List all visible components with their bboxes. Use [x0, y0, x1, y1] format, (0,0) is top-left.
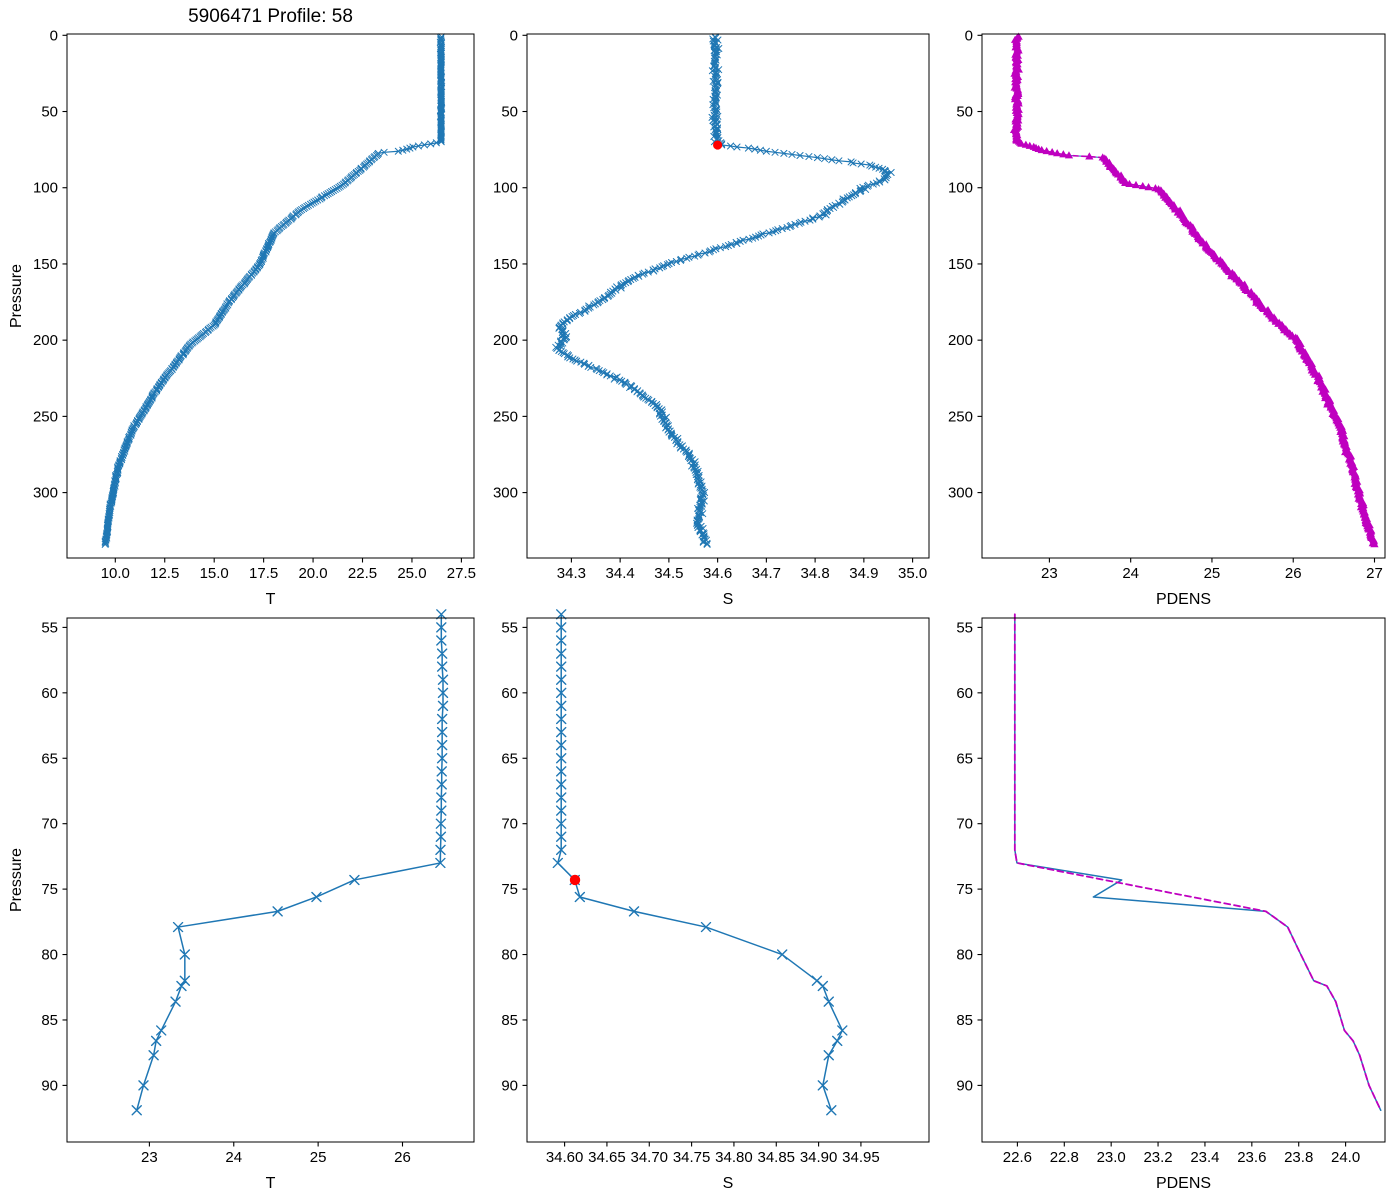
svg-text:85: 85: [501, 1012, 518, 1029]
svg-text:75: 75: [956, 881, 973, 898]
svg-text:75: 75: [501, 881, 518, 898]
svg-text:12.5: 12.5: [150, 565, 179, 582]
svg-text:200: 200: [948, 332, 973, 349]
svg-text:S: S: [723, 1175, 734, 1192]
svg-text:PDENS: PDENS: [1156, 591, 1211, 608]
svg-text:34.85: 34.85: [757, 1149, 795, 1166]
svg-text:250: 250: [493, 408, 518, 425]
svg-text:85: 85: [41, 1012, 58, 1029]
svg-text:T: T: [266, 1175, 276, 1192]
svg-text:T: T: [266, 591, 276, 608]
svg-text:25.0: 25.0: [397, 565, 426, 582]
svg-text:22.6: 22.6: [1003, 1149, 1032, 1166]
svg-text:24: 24: [225, 1149, 242, 1166]
svg-text:50: 50: [501, 104, 518, 121]
svg-text:100: 100: [33, 180, 58, 197]
svg-text:34.7: 34.7: [752, 565, 781, 582]
svg-text:34.5: 34.5: [654, 565, 683, 582]
svg-text:23.0: 23.0: [1097, 1149, 1126, 1166]
svg-text:34.90: 34.90: [800, 1149, 838, 1166]
svg-text:22.5: 22.5: [348, 565, 377, 582]
svg-text:50: 50: [41, 104, 58, 121]
svg-text:80: 80: [501, 947, 518, 964]
svg-text:65: 65: [956, 750, 973, 767]
svg-text:90: 90: [41, 1077, 58, 1094]
svg-text:PDENS: PDENS: [1156, 1175, 1211, 1192]
svg-text:65: 65: [41, 750, 58, 767]
svg-text:300: 300: [948, 485, 973, 502]
svg-text:34.8: 34.8: [801, 565, 830, 582]
svg-text:20.0: 20.0: [298, 565, 327, 582]
svg-text:17.5: 17.5: [249, 565, 278, 582]
svg-text:27: 27: [1366, 565, 1383, 582]
svg-text:70: 70: [956, 816, 973, 833]
svg-text:55: 55: [956, 619, 973, 636]
svg-text:90: 90: [956, 1077, 973, 1094]
svg-text:300: 300: [33, 485, 58, 502]
svg-text:26: 26: [394, 1149, 411, 1166]
svg-text:15.0: 15.0: [200, 565, 229, 582]
svg-text:25: 25: [310, 1149, 327, 1166]
svg-text:10.0: 10.0: [101, 565, 130, 582]
svg-text:27.5: 27.5: [447, 565, 476, 582]
svg-text:34.70: 34.70: [630, 1149, 668, 1166]
svg-text:24.0: 24.0: [1331, 1149, 1360, 1166]
svg-text:22.8: 22.8: [1050, 1149, 1079, 1166]
svg-text:34.9: 34.9: [849, 565, 878, 582]
svg-text:50: 50: [956, 104, 973, 121]
svg-text:25: 25: [1204, 565, 1221, 582]
svg-text:35.0: 35.0: [898, 565, 927, 582]
svg-text:75: 75: [41, 881, 58, 898]
svg-text:70: 70: [501, 816, 518, 833]
svg-text:65: 65: [501, 750, 518, 767]
svg-text:150: 150: [948, 256, 973, 273]
svg-text:23.8: 23.8: [1284, 1149, 1313, 1166]
svg-text:Pressure: Pressure: [8, 264, 25, 328]
svg-text:200: 200: [33, 332, 58, 349]
svg-text:23.4: 23.4: [1190, 1149, 1219, 1166]
svg-text:5906471 Profile: 58: 5906471 Profile: 58: [188, 6, 353, 27]
svg-text:0: 0: [965, 27, 973, 44]
svg-text:34.65: 34.65: [588, 1149, 626, 1166]
svg-text:70: 70: [41, 816, 58, 833]
svg-text:80: 80: [956, 947, 973, 964]
svg-text:60: 60: [41, 685, 58, 702]
svg-text:23.2: 23.2: [1143, 1149, 1172, 1166]
svg-text:34.75: 34.75: [673, 1149, 711, 1166]
svg-text:250: 250: [948, 408, 973, 425]
svg-text:24: 24: [1122, 565, 1139, 582]
svg-text:23: 23: [1041, 565, 1058, 582]
svg-text:85: 85: [956, 1012, 973, 1029]
svg-text:34.6: 34.6: [703, 565, 732, 582]
svg-text:34.3: 34.3: [557, 565, 586, 582]
svg-text:0: 0: [510, 27, 518, 44]
svg-text:250: 250: [33, 408, 58, 425]
svg-text:200: 200: [493, 332, 518, 349]
svg-text:23.6: 23.6: [1237, 1149, 1266, 1166]
svg-text:Pressure: Pressure: [8, 848, 25, 912]
svg-text:300: 300: [493, 485, 518, 502]
svg-text:80: 80: [41, 947, 58, 964]
svg-text:34.4: 34.4: [606, 565, 635, 582]
svg-text:23: 23: [141, 1149, 158, 1166]
svg-text:34.95: 34.95: [842, 1149, 880, 1166]
svg-text:34.60: 34.60: [546, 1149, 584, 1166]
svg-text:26: 26: [1285, 565, 1302, 582]
svg-text:34.80: 34.80: [715, 1149, 753, 1166]
svg-text:0: 0: [50, 27, 58, 44]
svg-text:100: 100: [948, 180, 973, 197]
svg-text:55: 55: [501, 619, 518, 636]
svg-text:60: 60: [501, 685, 518, 702]
svg-text:S: S: [723, 591, 734, 608]
svg-text:55: 55: [41, 619, 58, 636]
svg-text:100: 100: [493, 180, 518, 197]
svg-text:150: 150: [493, 256, 518, 273]
svg-text:90: 90: [501, 1077, 518, 1094]
svg-text:60: 60: [956, 685, 973, 702]
svg-text:150: 150: [33, 256, 58, 273]
